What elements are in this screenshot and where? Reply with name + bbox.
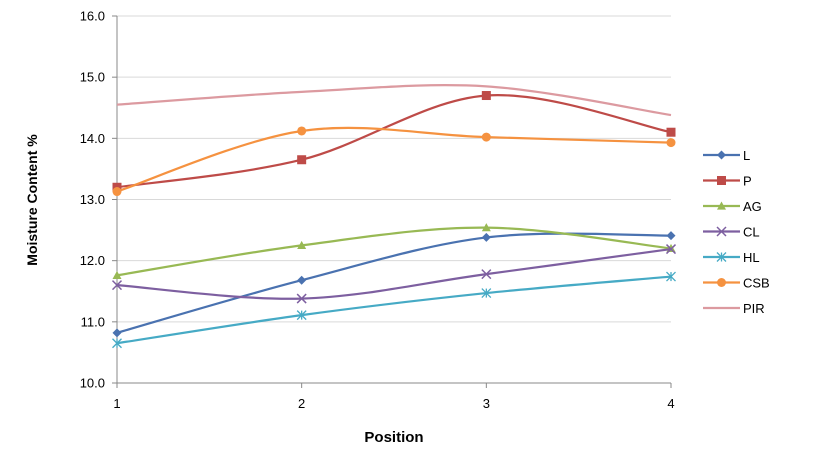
legend-label-ag: AG <box>743 199 762 214</box>
data-point-cl <box>296 293 307 304</box>
legend-label-csb: CSB <box>743 276 770 291</box>
x-tick-label: 2 <box>298 396 305 411</box>
x-tick-label: 1 <box>113 396 120 411</box>
y-tick-label: 13.0 <box>80 192 105 207</box>
data-point-l <box>112 328 122 338</box>
series-line-hl <box>116 275 672 345</box>
legend-label-cl: CL <box>743 225 760 240</box>
data-point-p <box>666 127 676 137</box>
y-tick-label: 11.0 <box>81 314 105 329</box>
data-point-l <box>481 232 491 242</box>
x-tick-label: 4 <box>667 396 674 411</box>
data-point-hl <box>481 288 492 299</box>
legend-label-l: L <box>743 148 750 163</box>
x-axis-title: Position <box>364 429 423 446</box>
data-point-cl <box>665 244 677 255</box>
legend-marker-ag <box>717 201 726 210</box>
gridlines <box>117 15 671 384</box>
legend-label-hl: HL <box>743 250 760 265</box>
y-tick-label: 10.0 <box>80 376 105 391</box>
data-point-p <box>297 155 307 165</box>
legend-marker-p <box>717 176 726 185</box>
x-tick-labels: 1 2 3 4 <box>113 396 674 411</box>
series-line-p <box>116 94 672 189</box>
legend-marker-l <box>717 150 726 160</box>
data-point-p <box>481 91 491 101</box>
legend: LP AG CL HL CSB PIR <box>703 148 770 316</box>
legend-label-pir: PIR <box>743 301 765 316</box>
axes <box>112 15 672 388</box>
data-point-hl <box>296 310 307 321</box>
y-tick-label: 14.0 <box>80 131 105 146</box>
legend-label-p: P <box>743 174 752 189</box>
data-point-l <box>666 231 676 241</box>
y-tick-label: 12.0 <box>80 253 105 268</box>
y-axis-title: Moisture Content % <box>24 134 40 266</box>
series-line-ag <box>116 226 672 277</box>
data-point-cl <box>481 269 492 280</box>
legend-marker-csb <box>717 278 726 287</box>
legend-marker-hl <box>716 252 727 262</box>
series-lines <box>111 84 677 349</box>
data-point-csb <box>666 138 676 148</box>
y-tick-label: 15.0 <box>80 70 105 85</box>
y-tick-labels: 10.0 11.0 12.0 13.0 14.0 15.0 16.0 <box>80 9 105 391</box>
data-point-hl <box>112 338 122 349</box>
data-point-l <box>297 275 307 285</box>
series-line-l <box>116 232 672 334</box>
data-point-ag <box>481 223 491 232</box>
data-point-ag <box>297 240 307 249</box>
data-point-hl <box>666 271 676 282</box>
series-line-pir <box>116 84 672 117</box>
series-line-cl <box>116 247 672 300</box>
series-line-csb <box>116 126 672 193</box>
data-point-csb <box>112 187 122 197</box>
data-point-csb <box>297 126 307 136</box>
y-tick-label: 16.0 <box>80 9 105 24</box>
data-point-ag <box>112 270 122 279</box>
data-point-cl <box>111 280 123 291</box>
data-point-csb <box>481 132 491 142</box>
x-tick-label: 3 <box>483 396 490 411</box>
legend-marker-cl <box>716 226 727 237</box>
